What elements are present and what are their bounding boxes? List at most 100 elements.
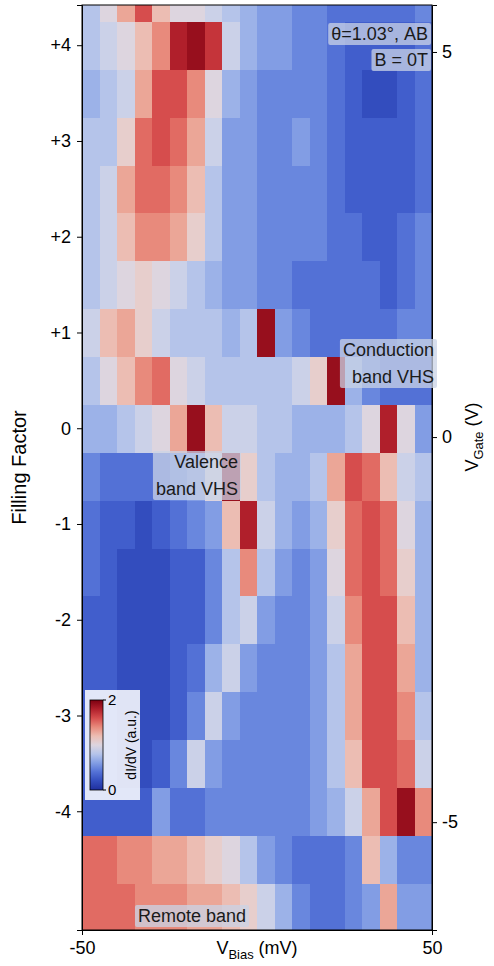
heatmap-cell xyxy=(187,165,205,213)
heatmap-cell xyxy=(82,596,100,644)
heatmap-cell xyxy=(135,5,153,22)
heatmap-cell xyxy=(327,787,345,835)
annotation: B = 0T xyxy=(371,49,431,71)
heatmap-cell xyxy=(117,356,135,404)
heatmap-cell xyxy=(240,548,258,596)
heatmap-cell xyxy=(292,787,310,835)
heatmap-cell xyxy=(152,787,170,835)
heatmap-cell xyxy=(100,500,118,548)
heatmap-cell xyxy=(380,835,398,883)
heatmap-cell xyxy=(205,739,223,787)
heatmap-cell xyxy=(117,117,135,165)
heatmap-cell xyxy=(117,644,135,692)
heatmap-cell xyxy=(187,404,205,452)
heatmap-cell xyxy=(170,835,188,883)
y2-axis-tick-mark xyxy=(432,437,437,438)
heatmap-cell xyxy=(222,117,240,165)
heatmap-cell xyxy=(327,644,345,692)
y-axis-tick: -2 xyxy=(55,610,82,630)
colorbar-tick-label: 0 xyxy=(108,781,116,798)
heatmap-cell xyxy=(257,452,275,500)
heatmap-cell xyxy=(100,69,118,117)
y-axis-tick-label: -4 xyxy=(55,802,71,822)
heatmap-cell xyxy=(135,835,153,883)
heatmap-cell xyxy=(397,692,415,740)
heatmap-cell xyxy=(222,692,240,740)
heatmap-cell xyxy=(257,404,275,452)
heatmap-cell xyxy=(292,213,310,261)
heatmap-cell xyxy=(310,213,328,261)
heatmap-cell xyxy=(100,213,118,261)
heatmap-cell xyxy=(222,261,240,309)
heatmap-cell xyxy=(275,835,293,883)
heatmap-cell xyxy=(222,739,240,787)
heatmap-cell xyxy=(170,500,188,548)
heatmap-cell xyxy=(345,787,363,835)
heatmap-cell xyxy=(240,5,258,22)
heatmap-cell xyxy=(152,213,170,261)
heatmap-cell xyxy=(362,692,380,740)
y-axis-tick-mark xyxy=(77,141,82,142)
colorbar-background xyxy=(85,690,140,800)
heatmap-cell xyxy=(345,644,363,692)
heatmap-cell xyxy=(152,21,170,69)
heatmap-cell xyxy=(275,500,293,548)
y2-axis-tick-mark xyxy=(432,822,437,823)
heatmap-cell xyxy=(205,644,223,692)
heatmap-cell xyxy=(135,117,153,165)
heatmap-cell xyxy=(345,596,363,644)
heatmap-cell xyxy=(205,261,223,309)
heatmap-cell xyxy=(257,835,275,883)
heatmap-cell xyxy=(205,165,223,213)
chart-svg: -5050-4-3-2-10+1+2+3+4-505VBias (mV)Fill… xyxy=(0,0,494,966)
y-axis-tick-mark xyxy=(77,45,82,46)
heatmap-cell xyxy=(135,404,153,452)
heatmap-cell xyxy=(310,500,328,548)
heatmap-cell xyxy=(275,548,293,596)
heatmap-cell xyxy=(117,883,135,930)
heatmap-cell xyxy=(240,117,258,165)
heatmap-cell xyxy=(240,787,258,835)
heatmap-cell xyxy=(362,835,380,883)
heatmap-cell xyxy=(205,356,223,404)
colorbar: 02dI/dV (a.u.) xyxy=(85,690,140,800)
heatmap-cell xyxy=(205,309,223,357)
y2-axis-line xyxy=(433,6,438,931)
heatmap-cell xyxy=(82,309,100,357)
heatmap-cell xyxy=(327,883,345,930)
annotation-text: Conductionband VHS xyxy=(343,340,434,387)
annotation: Valenceband VHS xyxy=(153,451,241,500)
heatmap-cell xyxy=(415,739,433,787)
heatmap-cell xyxy=(222,356,240,404)
heatmap-cell xyxy=(117,548,135,596)
annotation-text: Valenceband VHS xyxy=(156,452,238,499)
y-axis: -4-3-2-10+1+2+3+4 xyxy=(50,6,82,931)
heatmap-cell xyxy=(415,69,433,117)
heatmap-cell xyxy=(362,883,380,930)
heatmap-cell xyxy=(117,596,135,644)
heatmap-cell xyxy=(362,644,380,692)
heatmap-cell xyxy=(240,69,258,117)
heatmap-cell xyxy=(292,835,310,883)
chart-container: -5050-4-3-2-10+1+2+3+4-505VBias (mV)Fill… xyxy=(0,0,494,966)
heatmap-cell xyxy=(397,69,415,117)
heatmap-cell xyxy=(82,883,100,930)
heatmap-cell xyxy=(292,500,310,548)
heatmap-cell xyxy=(240,309,258,357)
heatmap-cell xyxy=(187,500,205,548)
heatmap-cell xyxy=(345,452,363,500)
y-axis-tick-mark xyxy=(77,428,82,429)
y-axis-tick-label: -1 xyxy=(55,514,71,534)
x-axis: -5050 xyxy=(69,930,442,958)
heatmap-cell xyxy=(275,692,293,740)
heatmap-cell xyxy=(345,500,363,548)
y-axis-tick-mark xyxy=(77,332,82,333)
heatmap-cell xyxy=(380,69,398,117)
heatmap-cell xyxy=(415,835,433,883)
heatmap-cell xyxy=(380,261,398,309)
heatmap-cell xyxy=(257,21,275,69)
heatmap-cell xyxy=(170,644,188,692)
heatmap-cell xyxy=(170,261,188,309)
heatmap-cell xyxy=(100,452,118,500)
y2-axis-tick: 0 xyxy=(432,427,452,447)
